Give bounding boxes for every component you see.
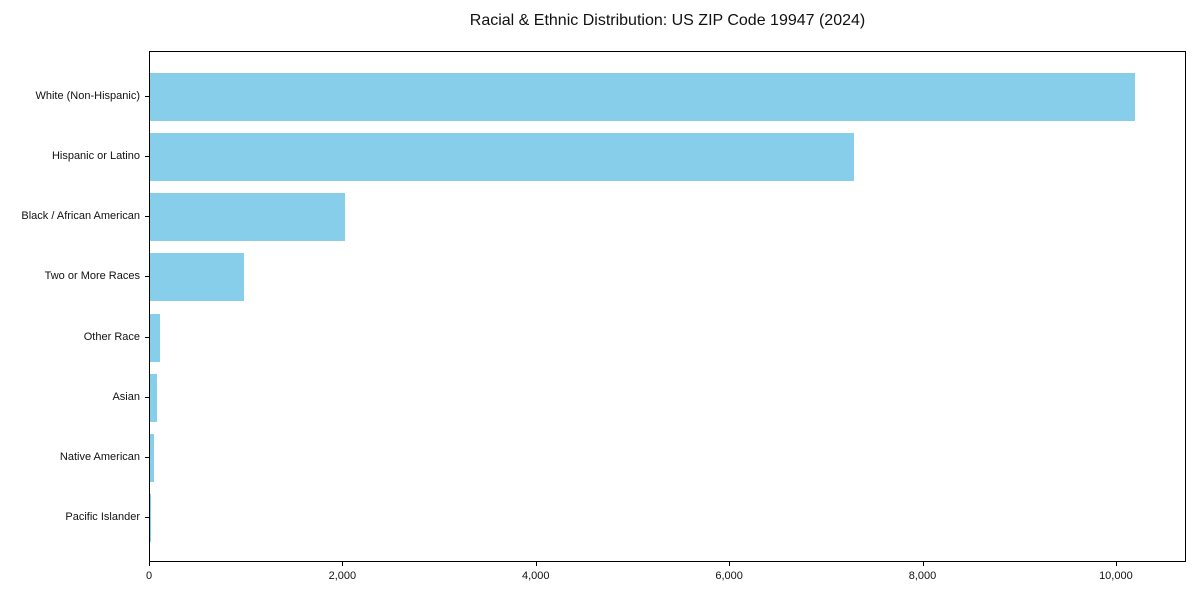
y-tick-mark	[145, 216, 149, 218]
category-label-pacific-islander: Pacific Islander	[65, 511, 140, 523]
bar-asian	[150, 373, 157, 422]
bar-native-american	[150, 433, 155, 482]
chart-title: Racial & Ethnic Distribution: US ZIP Cod…	[469, 12, 866, 29]
bar-black-african-american	[150, 193, 345, 242]
bar-two-or-more-races	[150, 253, 245, 302]
y-tick-mark	[145, 276, 149, 278]
category-label-two-or-more-races: Two or More Races	[44, 270, 140, 283]
y-tick-mark	[145, 456, 149, 458]
bar-hispanic-or-latino	[150, 133, 855, 182]
category-label-native-american: Native American	[59, 450, 140, 463]
x-tick-mark	[342, 562, 344, 566]
y-tick-mark	[145, 336, 149, 338]
category-label-white-non-hispanic: White (Non-Hispanic)	[35, 90, 140, 102]
x-tick-mark	[149, 562, 150, 566]
y-tick-mark	[145, 156, 149, 158]
x-tick-mark	[729, 562, 731, 566]
category-label-other-race: Other Race	[83, 330, 140, 343]
y-tick-mark	[145, 517, 149, 518]
x-tick-label-8-000: 8,000	[908, 570, 937, 582]
y-tick-mark	[145, 396, 149, 398]
category-label-hispanic-or-latino: Hispanic or Latino	[51, 150, 140, 163]
category-label-asian: Asian	[112, 390, 140, 403]
x-tick-label-4-000: 4,000	[521, 570, 550, 582]
x-tick-mark	[535, 562, 537, 566]
category-label-black-african-american: Black / African American	[21, 210, 140, 223]
plot-area	[149, 51, 1186, 562]
x-tick-label-0: 0	[145, 570, 153, 582]
x-tick-label-6-000: 6,000	[715, 570, 743, 582]
x-tick-mark	[922, 562, 924, 566]
y-tick-mark	[145, 96, 149, 97]
bar-other-race	[150, 313, 161, 362]
x-tick-label-2-000: 2,000	[328, 570, 357, 582]
bar-white-non-hispanic	[150, 73, 1136, 121]
x-tick-label-10-000: 10,000	[1099, 570, 1133, 582]
x-tick-mark	[1115, 562, 1117, 566]
